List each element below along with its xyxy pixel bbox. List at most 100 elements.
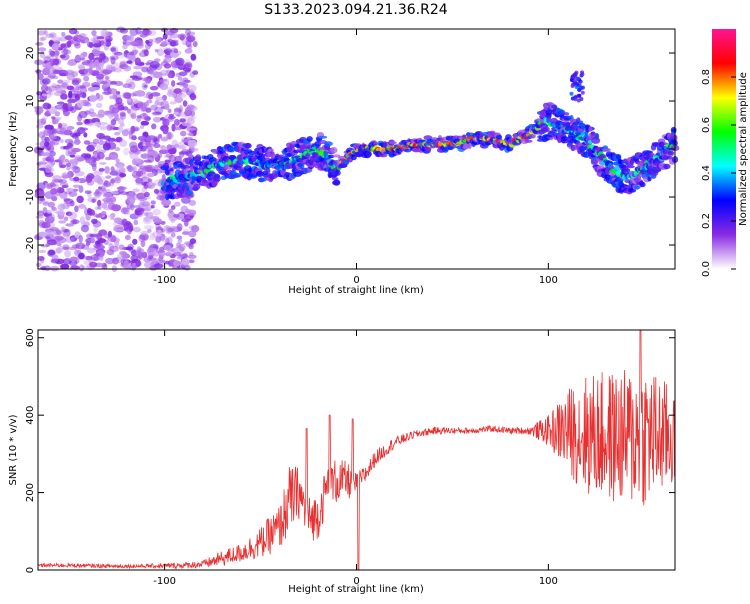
spectrogram-noise-cell <box>68 90 73 99</box>
spectrogram-noise-cell <box>103 69 113 73</box>
spectrogram-noise-cell <box>97 238 107 244</box>
spectrogram-noise-cell <box>76 99 84 108</box>
spectrogram-noise-cell <box>61 31 66 37</box>
spectrogram-x-ticks: -100 0 100 <box>153 29 558 286</box>
spectrogram-noise-cell <box>108 243 115 250</box>
spectrogram-noise-cell <box>162 94 167 101</box>
spectrogram-noise-cell <box>105 257 115 265</box>
spectrogram-noise-cell <box>152 244 159 249</box>
spectrogram-noise-cell <box>78 110 88 119</box>
spectrogram-noise-cell <box>99 186 106 192</box>
spectrogram-noise-cell <box>188 225 196 230</box>
spectrogram-noise-cell <box>59 127 68 136</box>
spectrogram-noise-cell <box>53 118 60 123</box>
spectrogram-noise-cell <box>92 43 102 48</box>
spectrogram-noise-cell <box>96 73 105 80</box>
spectrogram-noise-cell <box>38 161 48 165</box>
spectrogram-y-tick-label: 10 <box>25 95 36 108</box>
snr-y-axis-label: SNR (10 * v/v) <box>8 414 19 485</box>
spectrogram-noise-cell <box>110 190 119 195</box>
spectrogram-noise-cell <box>80 53 87 58</box>
spectrogram-noise-cell <box>177 141 185 148</box>
spectrogram-noise-cell <box>67 71 73 76</box>
spectrogram-noise-cell <box>132 193 139 200</box>
spectrogram-noise-cell <box>69 256 78 262</box>
spectrogram-noise-cell <box>173 213 180 218</box>
snr-x-tick-label: 0 <box>353 576 359 587</box>
spectrogram-noise-cell <box>122 39 127 45</box>
spectrogram-noise-cell <box>44 124 54 131</box>
spectrogram-noise-cell <box>106 124 113 131</box>
spectrogram-noise-cell <box>144 212 149 216</box>
spectrogram-noise-cell <box>80 39 86 44</box>
spectrogram-noise-cell <box>122 44 128 50</box>
spectrogram-noise-cell <box>155 235 162 243</box>
spectrogram-noise-cell <box>104 242 113 246</box>
spectrogram-noise-cell <box>52 175 62 181</box>
spectrogram-ridge-cell <box>265 168 271 174</box>
spectrogram-noise-cell <box>143 203 153 212</box>
spectrogram-noise-cell <box>83 68 93 76</box>
spectrogram-noise-cell <box>63 47 69 55</box>
spectrogram-noise-cell <box>86 247 96 254</box>
spectrogram-noise-cell <box>105 175 112 179</box>
spectrogram-ridge-cell <box>670 126 677 133</box>
spectrogram-noise-cell <box>138 234 146 243</box>
spectrogram-noise-cell <box>149 232 156 241</box>
spectrogram-noise-cell <box>58 155 66 164</box>
spectrogram-noise-cell <box>101 91 111 95</box>
spectrogram-noise-cell <box>136 246 142 253</box>
spectrogram-ridge-cell <box>580 90 585 95</box>
spectrogram-noise-cell <box>73 188 79 192</box>
spectrogram-ridge-cell <box>529 133 536 139</box>
spectrogram-noise-cell <box>91 198 96 203</box>
spectrogram-noise-cell <box>167 35 173 42</box>
spectrogram-ridge-cell <box>365 151 372 157</box>
spectrogram-noise-cell <box>189 252 194 257</box>
spectrogram-noise-cell <box>46 229 56 237</box>
spectrogram-noise-cell <box>107 230 113 238</box>
snr-y-tick-label: 400 <box>25 406 36 425</box>
spectrogram-noise-cell <box>87 141 97 148</box>
spectrogram-noise-cell <box>147 178 153 183</box>
spectrogram-noise-cell <box>99 125 107 131</box>
spectrogram-noise-cell <box>132 262 137 267</box>
spectrogram-noise-cell <box>62 109 70 117</box>
spectrogram-ridge-cell <box>667 150 675 156</box>
spectrogram-noise-cell <box>129 108 137 116</box>
spectrogram-noise-cell <box>37 212 42 217</box>
spectrogram-noise-cell <box>110 119 117 126</box>
spectrogram-y-tick-label: 20 <box>25 47 36 60</box>
spectrogram-noise-cell <box>188 259 195 264</box>
spectrogram-noise-cell <box>184 59 190 65</box>
spectrogram-noise-cell <box>132 91 141 97</box>
spectrogram-ridge-cell <box>578 79 583 84</box>
spectrogram-noise-cell <box>110 47 117 52</box>
spectrogram-noise-cell <box>139 135 147 140</box>
spectrogram-ridge-cell <box>573 77 578 82</box>
spectrogram-ridge-cell <box>572 72 577 77</box>
spectrogram-noise-cell <box>112 49 119 55</box>
spectrogram-noise-cell <box>113 217 123 224</box>
spectrogram-noise-cell <box>169 101 177 105</box>
spectrogram-noise-cell <box>145 62 151 66</box>
spectrogram-noise-cell <box>45 147 51 151</box>
spectrogram-y-tick-label: -20 <box>25 237 36 253</box>
spectrogram-noise-cell <box>111 204 122 212</box>
spectrogram-noise-cell <box>170 232 176 238</box>
spectrogram-noise-cell <box>59 182 69 187</box>
spectrogram-noise-cell <box>167 115 176 120</box>
spectrogram-noise-cell <box>119 112 127 120</box>
colorbar-label: Normalized spectral amplitude <box>738 72 749 226</box>
spectrogram-noise-cell <box>114 177 120 182</box>
spectrogram-noise-cell <box>114 146 121 152</box>
spectrogram-noise-cell <box>158 249 166 257</box>
spectrogram-noise-cell <box>119 28 129 34</box>
spectrogram-ridge-cell <box>164 168 170 176</box>
spectrogram-noise-cell <box>140 120 150 126</box>
spectrogram-ridge-cell <box>573 139 580 145</box>
spectrogram-noise-cell <box>150 200 156 205</box>
spectrogram-noise-cell <box>123 147 130 156</box>
spectrogram-noise-cell <box>167 227 175 233</box>
colorbar-ticks: 0.0 0.2 0.4 0.6 0.8 <box>701 69 736 277</box>
